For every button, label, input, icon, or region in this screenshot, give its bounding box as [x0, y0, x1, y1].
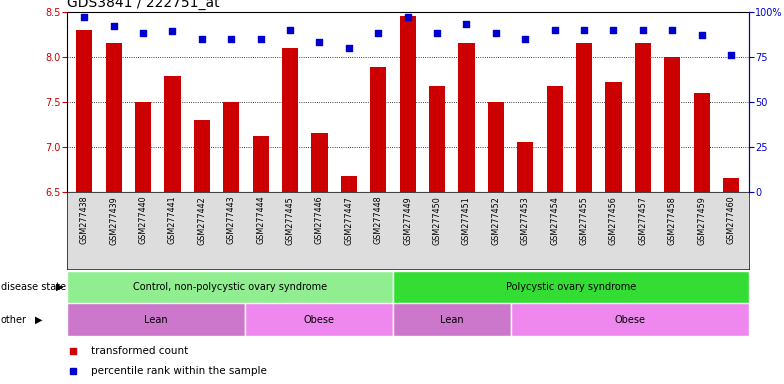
Bar — [429, 86, 445, 192]
Text: GSM277439: GSM277439 — [109, 196, 118, 245]
Text: GDS3841 / 222751_at: GDS3841 / 222751_at — [67, 0, 220, 10]
Point — [313, 39, 325, 45]
Bar — [223, 102, 239, 192]
Point — [519, 36, 532, 42]
Text: GSM277440: GSM277440 — [139, 196, 147, 245]
Bar — [135, 102, 151, 192]
Bar — [341, 176, 357, 192]
Bar — [488, 102, 504, 192]
Text: transformed count: transformed count — [90, 346, 187, 356]
Text: GSM277443: GSM277443 — [227, 196, 236, 245]
Point — [489, 30, 502, 36]
Bar — [400, 16, 416, 192]
Bar — [664, 56, 681, 192]
Text: GSM277449: GSM277449 — [403, 196, 412, 245]
Point — [225, 36, 238, 42]
Bar — [67, 303, 245, 336]
Bar — [694, 93, 710, 192]
Point — [136, 30, 149, 36]
Text: other: other — [1, 314, 27, 325]
Point — [548, 26, 561, 33]
Bar — [576, 43, 592, 192]
Point — [695, 32, 708, 38]
Text: GSM277448: GSM277448 — [374, 196, 383, 245]
Text: GSM277459: GSM277459 — [697, 196, 706, 245]
Point — [430, 30, 443, 36]
Point — [607, 26, 619, 33]
Text: percentile rank within the sample: percentile rank within the sample — [90, 366, 267, 376]
Point — [666, 26, 678, 33]
Text: GSM277444: GSM277444 — [256, 196, 265, 245]
Text: Lean: Lean — [441, 314, 464, 325]
Text: Lean: Lean — [143, 314, 168, 325]
Bar — [635, 43, 651, 192]
Point — [284, 26, 296, 33]
Text: GSM277441: GSM277441 — [168, 196, 177, 245]
Text: GSM277446: GSM277446 — [315, 196, 324, 245]
Bar — [459, 43, 474, 192]
Point — [460, 21, 473, 27]
Text: GSM277450: GSM277450 — [433, 196, 441, 245]
Text: GSM277460: GSM277460 — [727, 196, 735, 245]
Point — [372, 30, 384, 36]
Bar — [517, 142, 533, 192]
Bar — [393, 271, 749, 303]
Text: GSM277451: GSM277451 — [462, 196, 471, 245]
Text: ▶: ▶ — [35, 314, 43, 325]
Text: GSM277438: GSM277438 — [80, 196, 89, 245]
Text: Obese: Obese — [615, 314, 645, 325]
Bar — [67, 271, 393, 303]
Bar — [723, 179, 739, 192]
Point — [195, 36, 208, 42]
Text: GSM277447: GSM277447 — [344, 196, 354, 245]
Point — [637, 26, 649, 33]
Bar — [194, 120, 210, 192]
Text: GSM277452: GSM277452 — [492, 196, 500, 245]
Point — [166, 28, 179, 35]
Text: ▶: ▶ — [56, 282, 64, 292]
Text: Control, non-polycystic ovary syndrome: Control, non-polycystic ovary syndrome — [132, 282, 327, 292]
Bar — [106, 43, 122, 192]
Text: GSM277456: GSM277456 — [609, 196, 618, 245]
Text: GSM277442: GSM277442 — [198, 196, 206, 245]
Bar — [605, 82, 622, 192]
Bar — [165, 76, 180, 192]
Bar — [282, 48, 298, 192]
Bar — [370, 68, 387, 192]
Text: GSM277458: GSM277458 — [668, 196, 677, 245]
Text: GSM277453: GSM277453 — [521, 196, 530, 245]
Bar — [76, 30, 93, 192]
Bar — [252, 136, 269, 192]
Point — [724, 52, 737, 58]
Bar — [311, 133, 328, 192]
Text: GSM277457: GSM277457 — [638, 196, 648, 245]
Bar — [546, 86, 563, 192]
Point — [254, 36, 267, 42]
Text: GSM277455: GSM277455 — [579, 196, 589, 245]
Text: GSM277445: GSM277445 — [285, 196, 295, 245]
Text: GSM277454: GSM277454 — [550, 196, 559, 245]
Bar — [393, 303, 511, 336]
Text: Polycystic ovary syndrome: Polycystic ovary syndrome — [506, 282, 636, 292]
Bar — [245, 303, 393, 336]
Point — [343, 45, 355, 51]
Point — [107, 23, 120, 29]
Text: disease state: disease state — [1, 282, 66, 292]
Point — [401, 14, 414, 20]
Text: Obese: Obese — [303, 314, 334, 325]
Point — [578, 26, 590, 33]
Point — [78, 14, 90, 20]
Bar — [511, 303, 749, 336]
